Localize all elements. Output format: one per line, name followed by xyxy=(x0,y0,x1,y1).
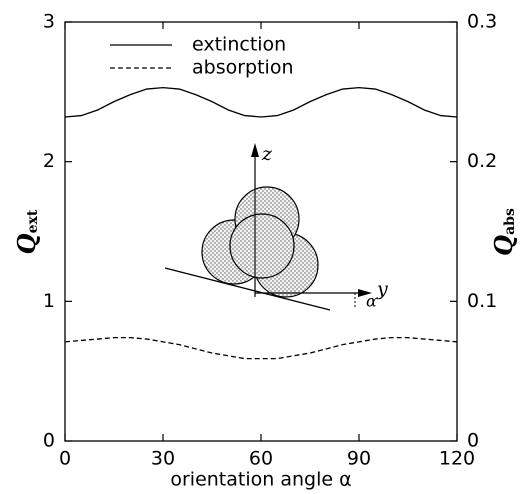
z-label: z xyxy=(261,143,273,165)
y2-label-sub: abs xyxy=(502,208,518,235)
x-tick-label: 60 xyxy=(249,448,273,470)
x-tick-label: 90 xyxy=(347,448,371,470)
y2-tick-label: 0.1 xyxy=(467,290,497,312)
y-tick-label: 0 xyxy=(43,430,55,452)
alpha-label: α xyxy=(366,292,377,311)
y-label-inset: y xyxy=(376,278,388,300)
legend-label: extinction xyxy=(192,34,286,56)
y2-label-symbol: Q xyxy=(489,235,518,256)
series-line xyxy=(64,86,458,118)
y-axis-label: Qext xyxy=(12,209,42,254)
y-label-sub: ext xyxy=(25,209,41,233)
x-tick-label: 0 xyxy=(59,448,71,470)
inset-diagram: z y α xyxy=(164,143,388,311)
series-line xyxy=(64,336,458,360)
y-tick-label: 2 xyxy=(43,150,55,172)
y-tick-label: 3 xyxy=(43,11,55,33)
x-tick-label: 120 xyxy=(439,448,475,470)
y2-tick-label: 0 xyxy=(467,430,479,452)
legend-label: absorption xyxy=(192,57,294,79)
x-tick-label: 30 xyxy=(151,448,175,470)
y-label-symbol: Q xyxy=(12,233,41,254)
y2-axis-label: Qabs xyxy=(489,208,519,256)
y2-tick-label: 0.3 xyxy=(467,11,497,33)
y2-tick-label: 0.2 xyxy=(467,150,497,172)
y-tick-label: 1 xyxy=(43,290,55,312)
x-axis-label: orientation angle α xyxy=(170,469,351,491)
